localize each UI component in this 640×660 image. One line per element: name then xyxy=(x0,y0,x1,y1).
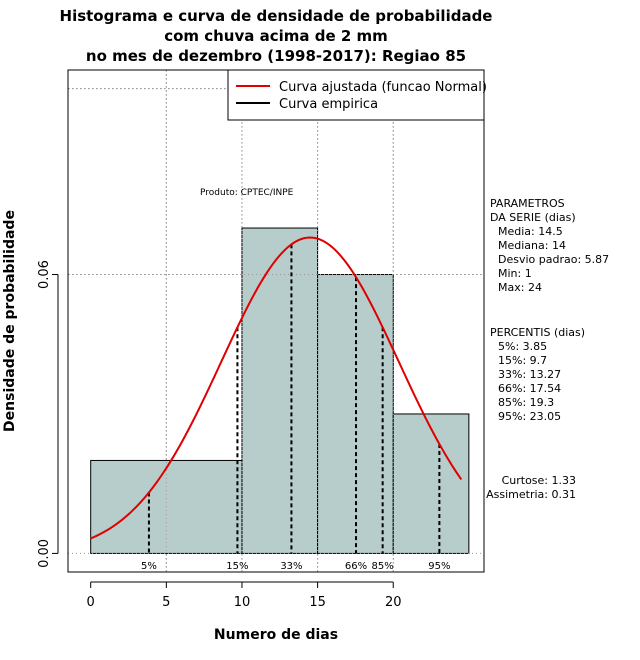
histogram-bars xyxy=(68,70,484,572)
normal-curve-line xyxy=(90,236,463,540)
percentis-line-5: 66%: 17.54 xyxy=(498,382,561,395)
legend-label-2: Curva empirica xyxy=(279,97,378,112)
legend: Curva ajustada (funcao Normal) Curva empi… xyxy=(227,69,487,121)
percentile-label-85: 85% xyxy=(372,561,394,572)
title-line-1: Histograma e curva de densidade de proba… xyxy=(60,7,493,25)
legend-box xyxy=(227,69,485,121)
legend-label-1: Curva ajustada (funcao Normal) xyxy=(279,80,487,95)
x-tick-label-0: 0 xyxy=(87,595,95,610)
histogram-bar-4 xyxy=(392,413,470,554)
normal-curve xyxy=(90,236,463,540)
percentis-line-1: PERCENTIS (dias) xyxy=(490,326,585,339)
stats-line-3: Media: 14.5 xyxy=(498,225,563,238)
percentile-label-66: 66% xyxy=(345,561,367,572)
stats-line-1: PARAMETROS xyxy=(490,197,565,210)
histogram-bar-2 xyxy=(241,227,319,554)
stats-line-6: Min: 1 xyxy=(498,267,532,280)
x-tick-label-20: 20 xyxy=(385,595,402,610)
x-axis-title: Numero de dias xyxy=(214,627,338,643)
title-line-2: com chuva acima de 2 mm xyxy=(164,27,388,45)
stats-line-2: DA SERIE (dias) xyxy=(490,211,576,224)
y-tick-label-1: 0.06 xyxy=(37,260,52,289)
x-tick-label-15: 15 xyxy=(309,595,326,610)
percentis-line-6: 85%: 19.3 xyxy=(498,396,554,409)
stats-line-7: Max: 24 xyxy=(498,281,542,294)
stats-line-4: Mediana: 14 xyxy=(498,239,566,252)
percentile-label-95: 95% xyxy=(428,561,450,572)
y-tick-label-0: 0.00 xyxy=(37,539,52,568)
percentis-line-2: 5%: 3.85 xyxy=(498,340,547,353)
credit-text: Produto: CPTEC/INPE xyxy=(200,188,294,198)
shape-line-1: Curtose: 1.33 xyxy=(502,474,576,487)
percentile-label-5: 5% xyxy=(141,561,157,572)
chart-title: Histograma e curva de densidade de proba… xyxy=(60,7,493,65)
stats-line-5: Desvio padrao: 5.87 xyxy=(498,253,609,266)
title-line-3: no mes de dezembro (1998-2017): Regiao 8… xyxy=(86,47,466,65)
percentile-label-15: 15% xyxy=(226,561,248,572)
shape-line-2: Assimetria: 0.31 xyxy=(486,488,576,501)
histogram-bar-1 xyxy=(90,459,243,554)
percentis-line-3: 15%: 9.7 xyxy=(498,354,547,367)
axes: 0 5 10 15 20 Numero de dias 0.00 0.06 Densidade … xyxy=(2,210,402,643)
y-axis-title: Densidade de probabilidade xyxy=(2,210,18,432)
percentile-label-33: 33% xyxy=(280,561,302,572)
x-tick-label-10: 10 xyxy=(234,595,251,610)
x-tick-label-5: 5 xyxy=(162,595,170,610)
percentis-line-7: 95%: 23.05 xyxy=(498,410,561,423)
percentile-markers: 5% 15% 33% 66% 85% 95% xyxy=(141,244,450,572)
percentis-line-4: 33%: 13.27 xyxy=(498,368,561,381)
